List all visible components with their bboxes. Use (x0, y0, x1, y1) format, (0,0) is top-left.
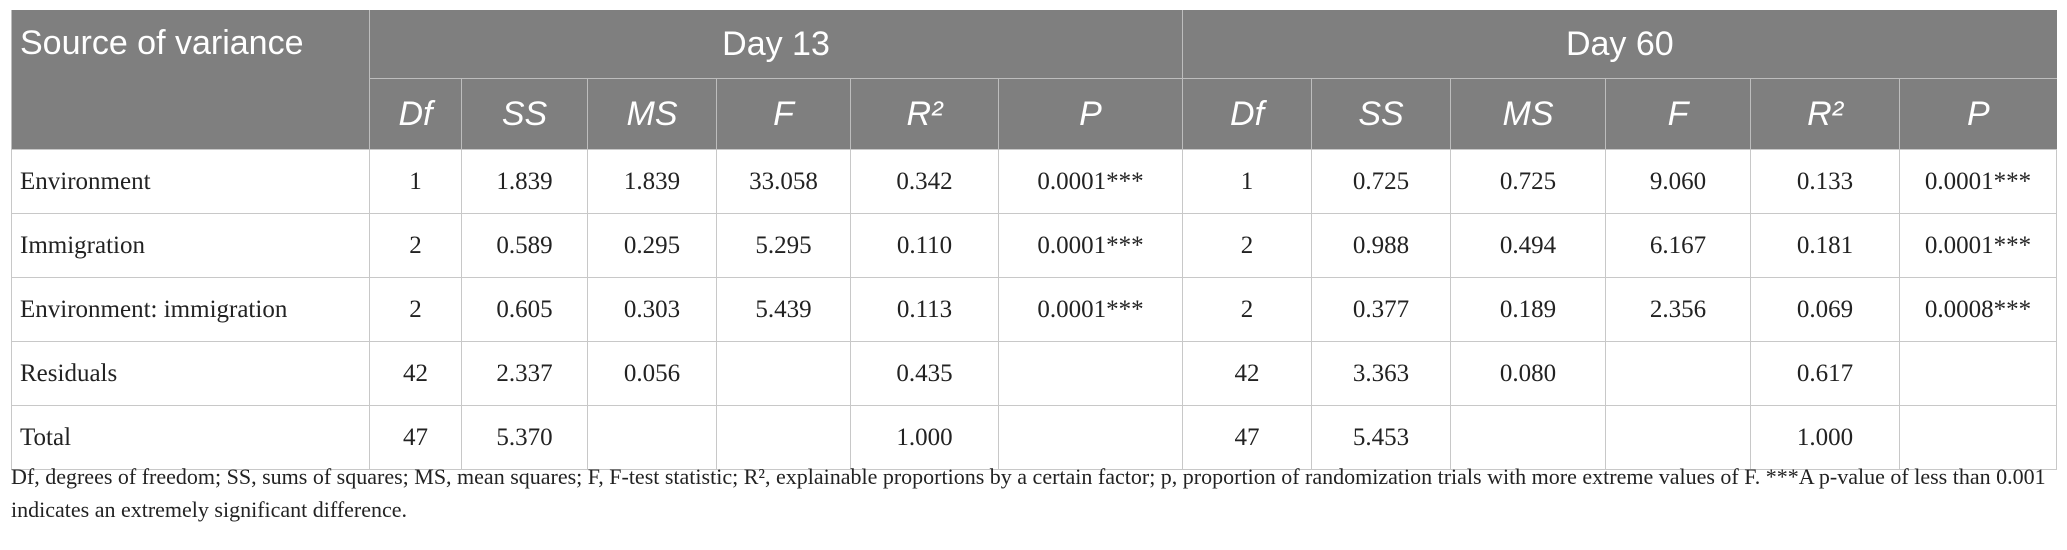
cell: 0.110 (850, 213, 999, 278)
row-label: Environment: immigration (11, 277, 370, 342)
row-label: Environment (11, 149, 370, 214)
cell (1450, 405, 1607, 470)
cell: 0.303 (587, 277, 717, 342)
cell: 0.069 (1750, 277, 1901, 342)
cell: 3.363 (1311, 341, 1452, 406)
cell (716, 341, 851, 406)
cell (1899, 341, 2058, 406)
cell: 5.439 (716, 277, 851, 342)
anova-table: Source of variance Day 13 Day 60 Df SS MS F R² P… (11, 10, 2058, 470)
cell (1605, 341, 1752, 406)
cell (716, 405, 851, 470)
column-header: Df (369, 78, 462, 150)
cell (1899, 405, 2058, 470)
column-header: MS (1450, 78, 1606, 150)
header-row: Source of variance Day 13 Day 60 (11, 10, 2057, 150)
cell: 0.435 (850, 341, 999, 406)
column-header: R² (850, 78, 999, 150)
cell: 0.0001*** (997, 213, 1184, 278)
cell: 5.295 (716, 213, 851, 278)
cell: 0.0001*** (997, 149, 1184, 214)
cell (997, 341, 1184, 406)
data-row: Environment 1 1.839 1.839 33.058 0.342 0.0001*… (11, 149, 2058, 214)
row-label: Residuals (11, 341, 370, 406)
row-label: Immigration (11, 213, 370, 278)
cell: 1.839 (587, 149, 717, 214)
cell: 2 (1182, 277, 1313, 342)
data-row: Immigration 2 0.589 0.295 5.295 0.110 0.0001**… (11, 213, 2058, 278)
cell: 33.058 (716, 149, 851, 214)
cell: 0.056 (587, 341, 717, 406)
cell: 0.133 (1750, 149, 1901, 214)
group-header: Day 13 (368, 10, 1183, 79)
column-header: Df (1182, 78, 1312, 150)
row-label: Total (11, 405, 370, 470)
footnote: Df, degrees of freedom; SS, sums of squa… (11, 464, 2046, 522)
subheader-row: Df SS MS F R² P Df SS MS F R² P (12, 78, 2057, 150)
cell: 2.337 (461, 341, 588, 406)
data-row: Total 47 5.370 1.000 47 5.453 1.000 (11, 405, 2058, 470)
cell: 0.725 (1311, 149, 1452, 214)
cell: 0.589 (461, 213, 588, 278)
cell: 0.725 (1450, 149, 1607, 214)
cell: 0.617 (1750, 341, 1901, 406)
column-header: SS (461, 78, 588, 150)
table-head: Source of variance Day 13 Day 60 Df SS MS F R² P… (11, 10, 2057, 150)
cell: 47 (1182, 405, 1313, 470)
table-wrap: Source of variance Day 13 Day 60 Df SS MS F R² P… (11, 10, 2058, 470)
group-header: Day 60 (1182, 10, 2057, 79)
cell: 5.370 (461, 405, 588, 470)
cell: 42 (369, 341, 462, 406)
cell: 0.0001*** (1899, 213, 2058, 278)
cell (997, 405, 1184, 470)
column-header: F (716, 78, 851, 150)
cell: 2 (1182, 213, 1313, 278)
column-header: P (1899, 78, 2057, 150)
column-header: SS (1311, 78, 1451, 150)
cell: 1.000 (1750, 405, 1901, 470)
cell: 0.0001*** (997, 277, 1184, 342)
cell: 0.295 (587, 213, 717, 278)
cell: 0.113 (850, 277, 999, 342)
cell: 0.189 (1450, 277, 1607, 342)
source-header: Source of variance (11, 10, 370, 150)
column-header: R² (1750, 78, 1900, 150)
cell (1605, 405, 1752, 470)
cell: 1.839 (461, 149, 588, 214)
column-header: MS (587, 78, 717, 150)
data-row: Residuals 42 2.337 0.056 0.435 42 3.363 0.080 0.… (11, 341, 2058, 406)
cell: 2.356 (1605, 277, 1752, 342)
cell: 0.494 (1450, 213, 1607, 278)
cell: 0.0001*** (1899, 149, 2058, 214)
cell: 0.080 (1450, 341, 1607, 406)
cell: 2 (369, 277, 462, 342)
column-header: F (1605, 78, 1751, 150)
cell: 0.181 (1750, 213, 1901, 278)
cell: 0.988 (1311, 213, 1452, 278)
cell: 1 (1182, 149, 1313, 214)
cell: 0.0008*** (1899, 277, 2058, 342)
cell: 2 (369, 213, 462, 278)
cell: 47 (369, 405, 462, 470)
table-body: Environment 1 1.839 1.839 33.058 0.342 0.0001*… (11, 149, 2058, 470)
data-row: Environment: immigration 2 0.605 0.303 5.439… (11, 277, 2058, 342)
column-header: P (997, 78, 1183, 150)
cell: 0.377 (1311, 277, 1452, 342)
cell: 5.453 (1311, 405, 1452, 470)
cell: 9.060 (1605, 149, 1752, 214)
cell: 0.342 (850, 149, 999, 214)
cell: 0.605 (461, 277, 588, 342)
cell: 1 (369, 149, 462, 214)
cell: 42 (1182, 341, 1313, 406)
cell: 6.167 (1605, 213, 1752, 278)
